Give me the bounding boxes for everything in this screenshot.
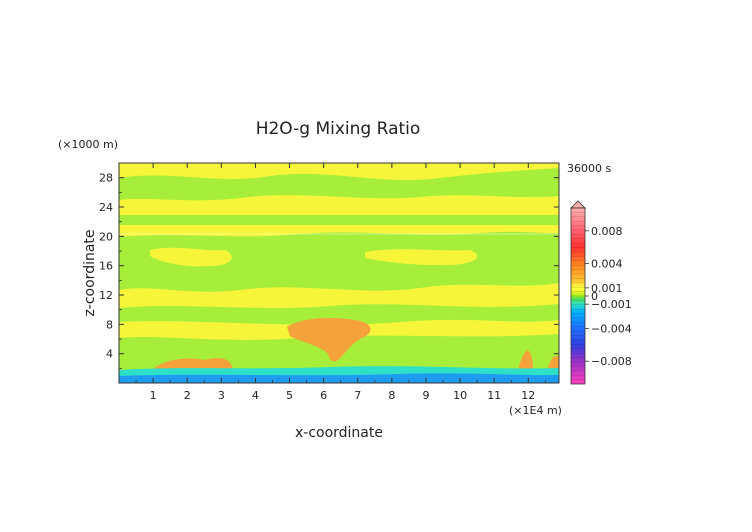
x-tick-label: 11 — [487, 389, 501, 402]
x-tick-label: 7 — [354, 389, 361, 402]
colorbar-label: 0.001 — [591, 282, 623, 295]
y-tick-label: 16 — [99, 260, 113, 273]
colorbar-label: −0.008 — [591, 355, 632, 368]
colorbar-label: 0 — [591, 290, 598, 303]
y-tick-label: 4 — [106, 348, 113, 361]
colorbar-top-triangle — [570, 200, 586, 209]
field-green-upper — [119, 168, 559, 201]
y-tick-label: 28 — [99, 172, 113, 185]
field-green-middle — [119, 231, 559, 292]
time-label: 36000 s — [567, 162, 611, 175]
colorbar-label: 0.008 — [591, 225, 623, 238]
y-axis: 4 8 12 16 20 24 28 — [99, 172, 559, 369]
orange-plume — [287, 318, 371, 362]
x-tick-label: 4 — [252, 389, 259, 402]
y-tick-label: 12 — [99, 289, 113, 302]
y-axis-label: z-coordinate — [82, 229, 98, 316]
field-green-band-a — [119, 215, 559, 225]
y-unit-label: (×1000 m) — [58, 138, 118, 151]
x-tick-label: 12 — [521, 389, 535, 402]
colorbar-label: −0.004 — [591, 323, 632, 336]
y-tick-label: 24 — [99, 201, 113, 214]
x-tick-label: 2 — [184, 389, 191, 402]
x-tick-label: 3 — [218, 389, 225, 402]
y-tick-label: 20 — [99, 230, 113, 243]
x-tick-label: 6 — [320, 389, 327, 402]
heatmap-field — [119, 163, 559, 383]
x-tick-label: 1 — [150, 389, 157, 402]
colorbar-label: −0.001 — [591, 298, 632, 311]
y-tick-label: 8 — [106, 318, 113, 331]
x-tick-label: 8 — [388, 389, 395, 402]
x-tick-label: 5 — [286, 389, 293, 402]
surface-blue-layer — [119, 373, 559, 383]
x-unit-label: (×1E4 m) — [509, 404, 562, 417]
field-yellow-blob-b — [365, 249, 478, 266]
field-yellow-blob-a — [150, 247, 232, 267]
x-axis: 1 2 3 4 5 6 7 8 9 10 11 12 — [135, 163, 546, 402]
plot-frame — [118, 162, 560, 384]
x-axis-label: x-coordinate — [295, 425, 383, 441]
chart-title: H2O-g Mixing Ratio — [256, 119, 421, 139]
x-tick-label: 10 — [453, 389, 467, 402]
orange-patch-right-a — [518, 350, 533, 374]
colorbar-label: 0.004 — [591, 257, 623, 270]
x-tick-label: 9 — [422, 389, 429, 402]
